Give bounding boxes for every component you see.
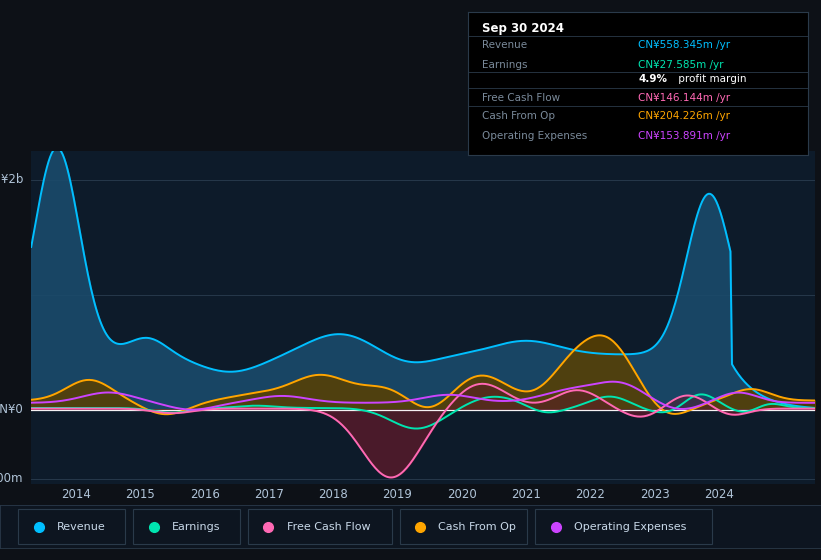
Text: Free Cash Flow: Free Cash Flow xyxy=(287,521,370,531)
Text: -CN¥600m: -CN¥600m xyxy=(0,472,23,485)
Text: CN¥0: CN¥0 xyxy=(0,403,23,416)
Text: 2021: 2021 xyxy=(511,488,541,501)
Text: Earnings: Earnings xyxy=(172,521,220,531)
Text: CN¥146.144m /yr: CN¥146.144m /yr xyxy=(638,93,730,103)
Text: Revenue: Revenue xyxy=(57,521,105,531)
Text: Free Cash Flow: Free Cash Flow xyxy=(482,93,560,103)
Text: 2014: 2014 xyxy=(62,488,91,501)
Text: CN¥153.891m /yr: CN¥153.891m /yr xyxy=(638,132,730,142)
Text: Earnings: Earnings xyxy=(482,60,527,70)
Text: profit margin: profit margin xyxy=(676,74,747,84)
Text: Sep 30 2024: Sep 30 2024 xyxy=(482,22,563,35)
Text: 4.9%: 4.9% xyxy=(638,74,667,84)
Text: Cash From Op: Cash From Op xyxy=(482,111,555,122)
Bar xyxy=(400,509,527,544)
Text: Operating Expenses: Operating Expenses xyxy=(482,132,587,142)
Bar xyxy=(18,509,125,544)
Text: 2016: 2016 xyxy=(190,488,220,501)
Bar xyxy=(248,509,392,544)
Text: CN¥204.226m /yr: CN¥204.226m /yr xyxy=(638,111,730,122)
Text: 2015: 2015 xyxy=(126,488,155,501)
Text: 2018: 2018 xyxy=(319,488,348,501)
Text: CN¥558.345m /yr: CN¥558.345m /yr xyxy=(638,40,730,50)
Text: 2022: 2022 xyxy=(576,488,605,501)
Text: 2020: 2020 xyxy=(447,488,477,501)
Text: 2019: 2019 xyxy=(383,488,412,501)
Bar xyxy=(133,509,240,544)
Text: 2023: 2023 xyxy=(640,488,669,501)
Text: CN¥2b: CN¥2b xyxy=(0,174,23,186)
Text: Revenue: Revenue xyxy=(482,40,527,50)
Text: 2017: 2017 xyxy=(254,488,284,501)
Text: 2024: 2024 xyxy=(704,488,734,501)
Text: CN¥27.585m /yr: CN¥27.585m /yr xyxy=(638,60,723,70)
Text: Cash From Op: Cash From Op xyxy=(438,521,516,531)
Bar xyxy=(535,509,712,544)
Text: Operating Expenses: Operating Expenses xyxy=(574,521,686,531)
